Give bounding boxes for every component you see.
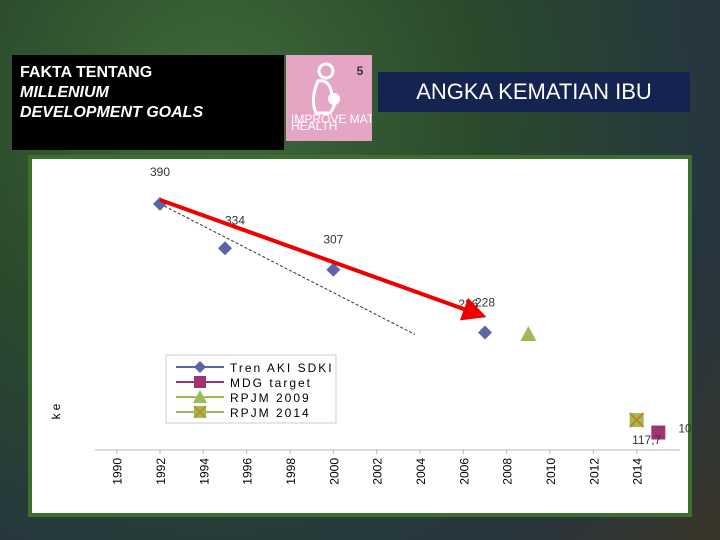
marker-cross — [629, 412, 645, 428]
data-label: 307 — [323, 233, 343, 247]
point — [326, 262, 341, 277]
trend-dashed — [159, 203, 416, 335]
legend-label: Tren AKI SDKI — [230, 361, 334, 375]
point — [520, 326, 537, 342]
x-tick-label: 1996 — [241, 458, 255, 485]
title: FAKTA TENTANG — [20, 64, 153, 81]
goal-logo: 5 IMPROVE MATERNAL HEALTH — [286, 55, 414, 141]
legend-marker-cross — [193, 405, 207, 419]
trend-arrow — [159, 197, 487, 321]
y-axis-label: ke — [49, 401, 63, 420]
x-tick-label: 2002 — [371, 458, 385, 485]
x-tick-label: 2004 — [414, 458, 428, 485]
legend-label: RPJM 2014 — [230, 406, 311, 420]
legend-marker — [194, 376, 206, 388]
title: DEVELOPMENT GOALS — [20, 104, 204, 121]
goal-caption: HEALTH — [291, 119, 337, 133]
x-tick-label: 1998 — [284, 458, 298, 485]
point — [651, 425, 666, 440]
x-tick-label: 2010 — [544, 458, 558, 485]
x-tick-label: 2008 — [501, 458, 515, 485]
chart-area — [32, 159, 688, 513]
data-label: 390 — [150, 165, 170, 179]
goal-number: 5 — [357, 64, 364, 78]
title-box: FAKTA TENTANG MILLENIUM DEVELOPMENT GOAL… — [12, 55, 284, 150]
point — [478, 325, 492, 340]
x-tick-label: 1990 — [111, 458, 125, 485]
x-tick-label: 1992 — [154, 458, 168, 485]
legend-label: RPJM 2009 — [230, 391, 311, 405]
legend-marker — [193, 390, 207, 403]
x-tick-label: 2000 — [327, 458, 341, 485]
topic-banner: ANGKA KEMATIAN IBU — [378, 72, 690, 112]
x-tick-label: 1994 — [197, 458, 211, 485]
x-tick-label: 2012 — [587, 458, 601, 485]
point — [218, 241, 232, 256]
point — [629, 412, 645, 428]
data-label: 117,7 — [632, 433, 661, 447]
legend-label: MDG target — [230, 376, 312, 390]
legend-marker — [194, 361, 206, 373]
title: MILLENIUM — [20, 84, 109, 101]
x-tick-label: 2006 — [457, 458, 471, 485]
x-tick-label: 2014 — [631, 458, 645, 485]
data-label: 102 — [678, 422, 698, 436]
